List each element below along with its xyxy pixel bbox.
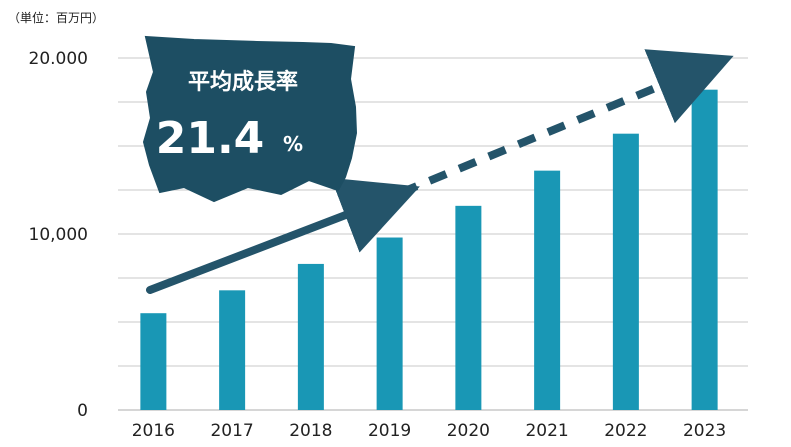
y-tick-label: 10,000 <box>29 225 88 245</box>
growth-badge-shape <box>142 35 358 203</box>
growth-badge-value: 21.4 <box>156 113 265 164</box>
growth-badge-unit: % <box>283 132 303 156</box>
growth-badge: 平均成長率 21.4 % <box>142 35 358 203</box>
bar-2018 <box>297 263 324 410</box>
y-axis-ticks: 0 10,000 20.000 <box>29 49 88 421</box>
bar-2016 <box>140 313 167 410</box>
bar-2017 <box>219 290 246 410</box>
x-tick-label: 2021 <box>525 421 568 441</box>
trend-arrow-solid <box>146 177 420 294</box>
x-tick-label: 2023 <box>683 421 726 441</box>
x-tick-label: 2020 <box>447 421 490 441</box>
x-tick-label: 2022 <box>604 421 647 441</box>
x-axis-ticks: 2016 2017 2018 2019 2020 2021 2022 2023 <box>132 421 727 441</box>
unit-label: （単位：百万円） <box>8 10 104 25</box>
bar-2021 <box>534 170 561 410</box>
x-tick-label: 2018 <box>289 421 332 441</box>
bar-2023 <box>691 89 718 411</box>
x-tick-label: 2017 <box>210 421 253 441</box>
bar-2020 <box>455 205 482 410</box>
x-tick-label: 2016 <box>132 421 175 441</box>
trend-arrow-dashed <box>398 49 734 197</box>
growth-badge-title: 平均成長率 <box>188 69 298 95</box>
trend-arrows <box>146 49 734 294</box>
y-tick-label: 0 <box>77 401 88 421</box>
bar-2022 <box>612 133 639 410</box>
y-tick-label: 20.000 <box>29 49 88 69</box>
x-tick-label: 2019 <box>368 421 411 441</box>
bar-2019 <box>376 237 403 410</box>
bars <box>140 89 718 411</box>
